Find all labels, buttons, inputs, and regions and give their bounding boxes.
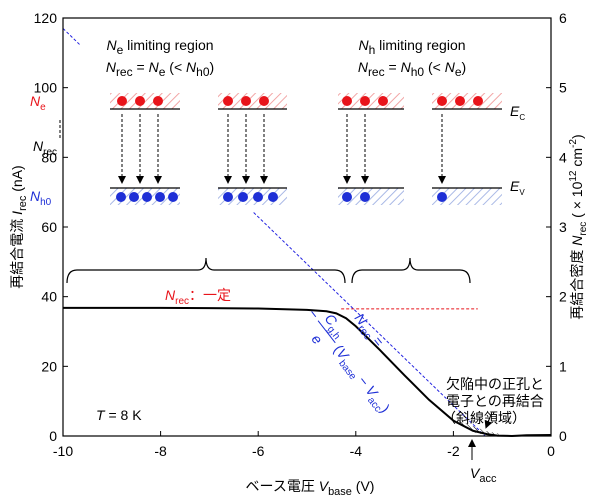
hole [253, 192, 263, 202]
temperature-label-part: = 8 K [105, 407, 143, 423]
electron [153, 96, 163, 106]
nrec-const-label-part: rec [175, 296, 189, 307]
brace [352, 258, 470, 283]
y2-axis-label: 再結合密度 Nrec ( × 1012 cm-2) [568, 134, 589, 319]
y2-axis-label-part: 再結合密度 [569, 246, 585, 320]
electron [259, 96, 269, 106]
region-equation-part: = [133, 59, 149, 75]
electron [135, 96, 145, 106]
hole [116, 192, 126, 202]
y2-axis-label-part: ) [569, 134, 585, 139]
region-equation-part: h0 [196, 65, 210, 79]
region-equation-part: rec [368, 65, 385, 79]
electron [241, 96, 251, 106]
ne-label-part: e [40, 102, 46, 113]
y2-axis-label-part: ( × 10 [569, 181, 585, 221]
region-equation-part: (< [165, 59, 186, 75]
hole [360, 192, 370, 202]
region-title-part: h [369, 43, 376, 57]
electron [378, 96, 388, 106]
region-equation-part: h0 [411, 65, 425, 79]
formula-minus: − [305, 306, 323, 322]
formula-denominator: e [309, 331, 327, 347]
x-tick-label: -2 [447, 443, 460, 459]
chart: -10-8-6-4-200204060801001200123456ベース電圧 … [0, 0, 590, 497]
formula: Nrec =−Cg,he(Vbase − Vacc) [295, 285, 422, 422]
y2-axis-label-part: rec [578, 222, 589, 236]
x-tick-label: -10 [53, 443, 73, 459]
y2-axis-label-part: 12 [568, 170, 579, 182]
x-axis-label-part: ベース電圧 [246, 478, 319, 494]
nrec-const-label-part: ：一定 [189, 287, 231, 303]
region-equation-part: ) [462, 59, 467, 75]
electron [360, 96, 370, 106]
nh0-label: Nh0 [30, 188, 52, 208]
hole [268, 192, 278, 202]
temperature-label: T = 8 K [96, 407, 142, 423]
y-tick-label: 40 [41, 289, 57, 305]
ne-label: Ne [30, 93, 46, 113]
x-tick-label: 0 [547, 443, 555, 459]
defect-note: 欠陥中の正孔と [446, 376, 544, 392]
x-tick-label: -6 [252, 443, 265, 459]
y2-tick-label: 6 [559, 10, 567, 26]
y-tick-label: 60 [41, 219, 57, 235]
y-axis-label: 再結合電流 Irec (nA) [9, 165, 29, 288]
nrec-label: Nrec [33, 138, 57, 158]
defect-note: （斜線領域） [442, 410, 526, 426]
hole [437, 192, 447, 202]
region-title-part: limiting region [123, 37, 213, 53]
hole [223, 192, 233, 202]
nrec-const-label: Nrec：一定 [165, 287, 231, 307]
x-axis-label-part: base [328, 486, 352, 497]
y2-tick-label: 3 [559, 219, 567, 235]
x-axis-label: ベース電圧 Vbase (V) [246, 478, 375, 497]
y-tick-label: 0 [49, 428, 57, 444]
ec-label-part: C [519, 113, 525, 122]
electron [223, 96, 233, 106]
x-tick-label: -4 [350, 443, 363, 459]
y2-tick-label: 4 [559, 149, 567, 165]
y2-axis-label-part: cm [569, 148, 585, 171]
ev-label-part: V [519, 188, 525, 197]
defect-note: 電子との再結合 [446, 393, 544, 409]
electron [117, 96, 127, 106]
region-equation-part: ) [210, 59, 215, 75]
vacc-label: Vacc [470, 465, 497, 485]
brace [67, 258, 345, 283]
region-equation-part: (< [424, 59, 445, 75]
electron [473, 96, 483, 106]
y-axis-label-part: (nA) [9, 165, 25, 195]
hole [168, 192, 178, 202]
electron [342, 96, 352, 106]
x-tick-label: -8 [154, 443, 167, 459]
formula-lhs: Nrec = [348, 310, 387, 352]
hole [142, 192, 152, 202]
y-axis-label-part: rec [17, 195, 29, 211]
y-tick-label: 120 [34, 10, 58, 26]
y-axis-label-part: 再結合電流 [9, 215, 25, 289]
region-equation-part: rec [116, 65, 133, 79]
hole [238, 192, 248, 202]
x-axis-label-part: (V) [352, 478, 375, 494]
hole [155, 192, 165, 202]
nh0-label-part: h0 [40, 197, 52, 208]
vacc-label-part: acc [479, 473, 497, 485]
inset-background [80, 30, 540, 212]
y2-tick-label: 1 [559, 358, 567, 374]
y-tick-label: 20 [41, 358, 57, 374]
nrec-label-part: rec [43, 147, 57, 158]
y2-tick-label: 0 [559, 428, 567, 444]
y2-tick-label: 2 [559, 289, 567, 305]
region-title-part: limiting region [375, 37, 465, 53]
electron [455, 96, 465, 106]
hole [129, 192, 139, 202]
region-equation-part: = [385, 59, 401, 75]
y2-tick-label: 5 [559, 80, 567, 96]
electron [437, 96, 447, 106]
hole [342, 192, 352, 202]
